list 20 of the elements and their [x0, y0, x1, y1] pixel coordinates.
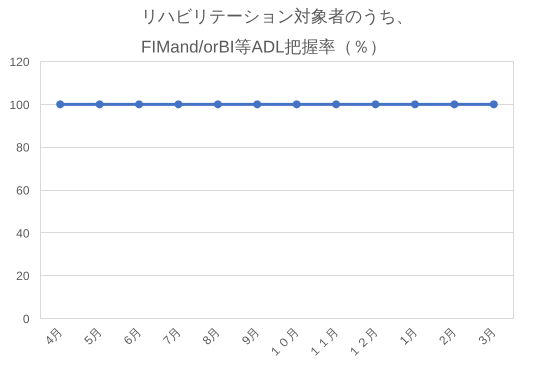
x-tick-label: １２月: [345, 324, 380, 360]
x-tick-label: 4月: [42, 324, 66, 348]
x-tick-label: 8月: [200, 324, 223, 348]
y-tick-label: 20: [16, 269, 30, 284]
x-tick-label: 9月: [239, 324, 262, 348]
x-tick-label: １１月: [306, 324, 342, 360]
y-tick-label: 40: [16, 226, 30, 240]
x-tick-label: 2月: [436, 324, 460, 348]
x-tick-label: １０月: [266, 324, 302, 360]
x-tick-label: 5月: [81, 324, 105, 348]
y-tick-label: 0: [22, 312, 30, 326]
x-tick-label: 7月: [160, 324, 184, 348]
y-tick-label: 60: [16, 184, 30, 198]
x-tick-label: 3月: [476, 324, 499, 348]
x-tick-label: 1月: [396, 324, 420, 348]
chart-title: リハビリテーション対象者のうち、 FIMand/orBI等ADL把握率（％）: [141, 7, 413, 56]
y-tick-label: 80: [16, 140, 30, 155]
x-tick-label: 6月: [120, 324, 144, 348]
y-tick-label: 100: [9, 98, 30, 112]
y-tick-label: 120: [9, 55, 30, 69]
